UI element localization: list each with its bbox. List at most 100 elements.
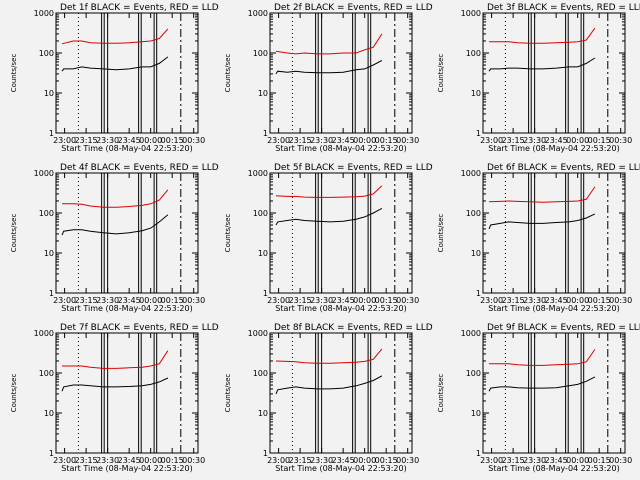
x-tick-label: 00:15	[588, 456, 611, 465]
y-tick-label: 10	[44, 249, 54, 258]
panel-title: Det 7f BLACK = Events, RED = LLD	[60, 323, 219, 333]
events-rate-line	[275, 375, 383, 395]
y-tick-label: 10	[258, 89, 268, 98]
y-tick-label: 10	[471, 409, 481, 418]
x-tick-label: 23:15	[289, 136, 312, 145]
y-tick-label: 10	[471, 89, 481, 98]
panel-title: Det 6f BLACK = Events, RED = LLD	[487, 163, 640, 173]
x-axis-label: Start Time (08-May-04 22:53:20)	[275, 304, 406, 313]
y-axis-label: Counts/sec	[437, 54, 445, 93]
x-tick-label: 23:30	[96, 296, 119, 305]
x-tick-label: 00:15	[588, 296, 611, 305]
plot-frame	[55, 332, 199, 454]
x-axis-label: Start Time (08-May-04 22:53:20)	[275, 464, 406, 473]
y-tick-label: 1000	[248, 329, 268, 338]
x-tick-label: 23:15	[502, 136, 525, 145]
x-tick-label: 23:15	[289, 456, 312, 465]
x-tick-label: 23:15	[75, 456, 98, 465]
y-tick-label: 10	[44, 409, 54, 418]
panel-title: Det 8f BLACK = Events, RED = LLD	[274, 323, 433, 333]
y-tick-label: 10	[258, 249, 268, 258]
plot-frame	[482, 332, 626, 454]
panel-title: Det 3f BLACK = Events, RED = LLD	[487, 3, 640, 13]
plot-frame	[269, 172, 413, 294]
y-tick-label: 100	[253, 209, 268, 218]
panel-det-6: Det 6f BLACK = Events, RED = LLD Counts/s…	[437, 163, 640, 313]
x-tick-label: 23:15	[502, 296, 525, 305]
lld-rate-line	[489, 349, 596, 366]
x-tick-label: 23:00	[480, 456, 503, 465]
plot-frame	[269, 332, 413, 454]
x-axis-label: Start Time (08-May-04 22:53:20)	[488, 304, 619, 313]
x-tick-label: 23:15	[289, 296, 312, 305]
lld-rate-line	[275, 33, 383, 55]
y-tick-label: 1000	[34, 169, 54, 178]
x-tick-label: 00:00	[353, 136, 376, 145]
plot-frame	[269, 12, 413, 134]
x-tick-label: 23:00	[267, 136, 290, 145]
x-tick-label: 23:30	[523, 296, 546, 305]
y-tick-label: 100	[466, 369, 481, 378]
x-tick-label: 23:00	[267, 456, 290, 465]
x-tick-label: 23:30	[523, 136, 546, 145]
x-tick-label: 23:45	[545, 456, 568, 465]
x-tick-label: 00:30	[609, 456, 632, 465]
events-rate-line	[275, 207, 383, 226]
panel-det-1: Det 1f BLACK = Events, RED = LLD Counts/s…	[10, 3, 219, 153]
x-tick-label: 23:45	[545, 296, 568, 305]
x-tick-label: 23:00	[53, 296, 76, 305]
y-tick-label: 1	[263, 289, 268, 298]
events-rate-line	[488, 376, 596, 392]
x-tick-label: 00:00	[566, 456, 589, 465]
y-tick-label: 1000	[461, 9, 481, 18]
y-tick-label: 10	[44, 89, 54, 98]
panel-det-9: Det 9f BLACK = Events, RED = LLD Counts/s…	[437, 323, 640, 473]
x-axis-label: Start Time (08-May-04 22:53:20)	[61, 144, 192, 153]
x-tick-label: 00:30	[609, 136, 632, 145]
panel-det-2: Det 2f BLACK = Events, RED = LLD Counts/s…	[224, 3, 433, 153]
y-axis-label: Counts/sec	[224, 214, 232, 253]
x-tick-label: 23:30	[310, 296, 333, 305]
events-rate-line	[488, 57, 596, 72]
y-axis-label: Counts/sec	[10, 374, 18, 413]
x-tick-label: 00:30	[396, 136, 419, 145]
x-axis-label: Start Time (08-May-04 22:53:20)	[275, 144, 406, 153]
y-tick-label: 1	[49, 129, 54, 138]
lld-rate-line	[62, 189, 169, 208]
x-tick-label: 00:30	[182, 136, 205, 145]
x-tick-label: 23:15	[502, 456, 525, 465]
x-tick-label: 00:15	[375, 136, 398, 145]
events-rate-line	[61, 56, 169, 72]
events-rate-line	[488, 213, 596, 230]
plot-frame	[55, 172, 199, 294]
x-tick-label: 00:00	[566, 296, 589, 305]
panel-det-3: Det 3f BLACK = Events, RED = LLD Counts/s…	[437, 3, 640, 153]
x-tick-label: 23:00	[480, 296, 503, 305]
lld-rate-line	[275, 185, 383, 198]
panel-det-5: Det 5f BLACK = Events, RED = LLD Counts/s…	[224, 163, 433, 313]
x-tick-label: 23:30	[310, 456, 333, 465]
y-axis-label: Counts/sec	[437, 374, 445, 413]
x-tick-label: 00:00	[353, 296, 376, 305]
x-tick-label: 00:15	[375, 456, 398, 465]
y-tick-label: 1	[263, 129, 268, 138]
y-tick-label: 100	[253, 369, 268, 378]
x-axis-label: Start Time (08-May-04 22:53:20)	[61, 304, 192, 313]
events-rate-line	[275, 60, 383, 75]
x-tick-label: 00:30	[609, 296, 632, 305]
panel-det-8: Det 8f BLACK = Events, RED = LLD Counts/s…	[224, 323, 433, 473]
x-tick-label: 23:30	[310, 136, 333, 145]
x-tick-label: 23:00	[53, 456, 76, 465]
y-tick-label: 100	[39, 49, 54, 58]
events-rate-line	[61, 377, 169, 392]
y-axis-label: Counts/sec	[437, 214, 445, 253]
x-tick-label: 00:15	[161, 136, 184, 145]
plot-frame	[482, 172, 626, 294]
plot-frame	[482, 12, 626, 134]
y-tick-label: 100	[466, 49, 481, 58]
x-tick-label: 23:45	[118, 456, 141, 465]
y-tick-label: 1	[49, 449, 54, 458]
x-tick-label: 23:00	[480, 136, 503, 145]
panel-title: Det 9f BLACK = Events, RED = LLD	[487, 323, 640, 333]
